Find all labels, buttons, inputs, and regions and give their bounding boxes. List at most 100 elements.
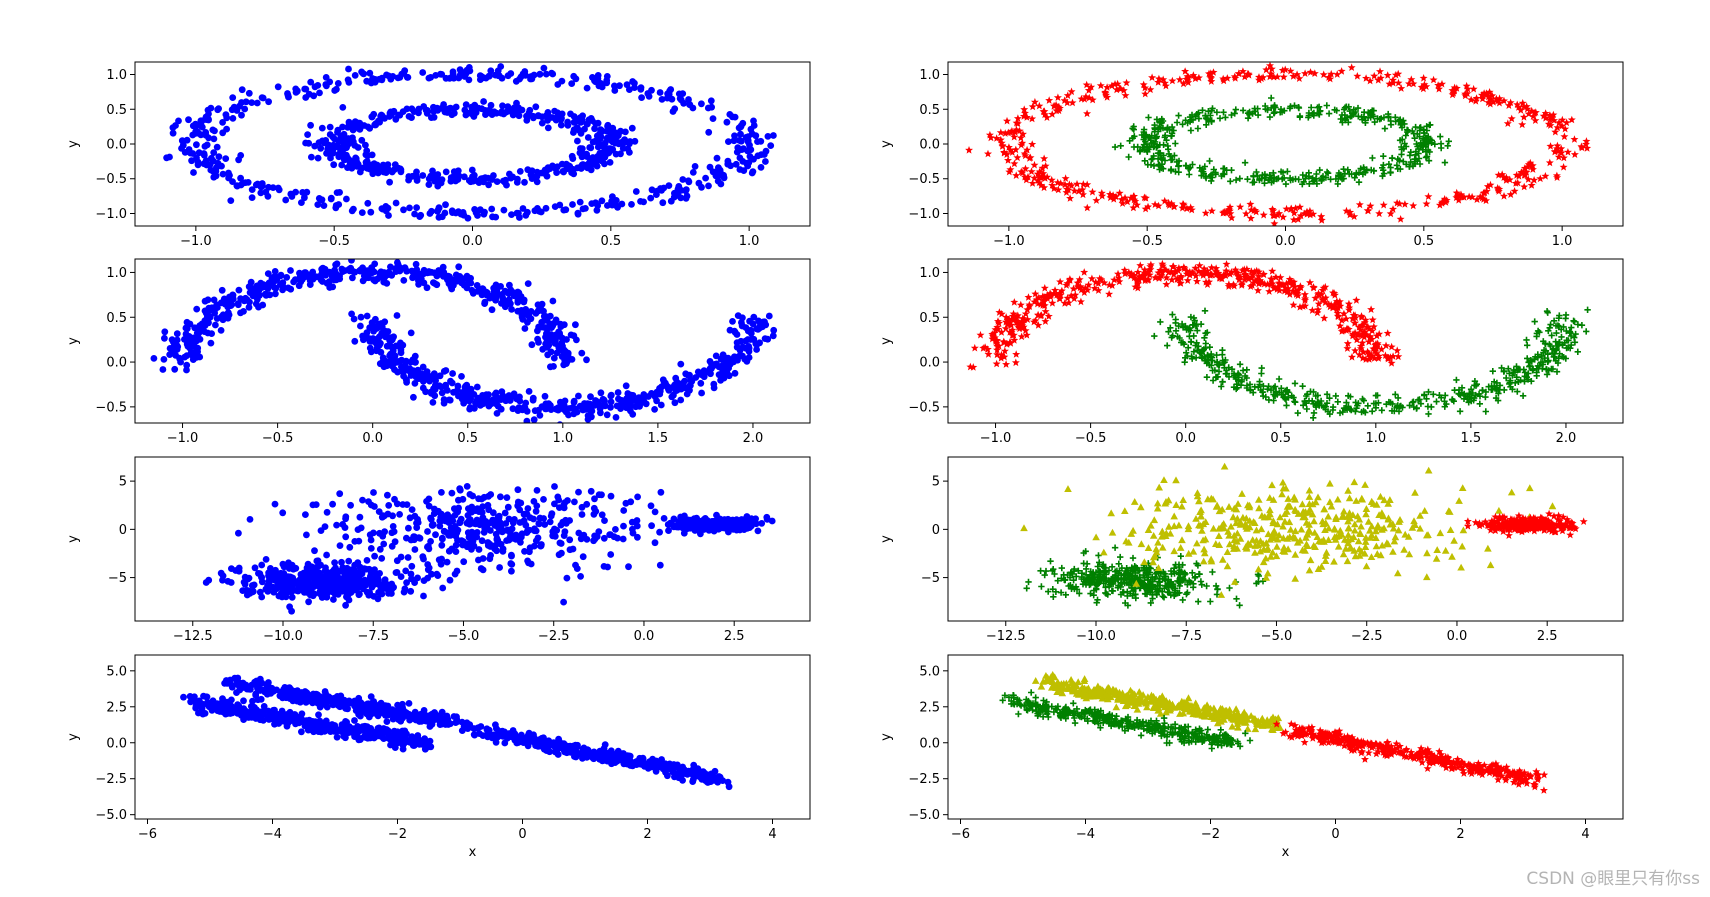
- data-point-all-a: [297, 575, 304, 583]
- data-point-cluster-outer: [1107, 81, 1116, 90]
- data-point-cluster-outer: [1061, 180, 1069, 189]
- data-point-cluster-upper: [1224, 282, 1233, 290]
- data-point-cluster-upper: [1355, 323, 1363, 331]
- data-point-cluster-outer: [1524, 109, 1533, 118]
- data-point-cluster-outer: [1500, 192, 1508, 200]
- data-point-cluster-outer: [1109, 191, 1118, 199]
- data-point-all-lower: [389, 352, 397, 360]
- data-point-all-lower: [430, 385, 437, 392]
- data-point-cluster-upper: [1108, 281, 1117, 289]
- data-point-all: [522, 72, 529, 79]
- data-point-cluster-inner: [1280, 174, 1288, 182]
- data-point-all-upper: [308, 270, 315, 278]
- data-point-all-b: [566, 536, 574, 544]
- data-point-cluster-lower: [1496, 386, 1503, 393]
- data-point-cluster-inner: [1154, 143, 1161, 150]
- data-point-cluster-upper: [1010, 336, 1019, 344]
- data-point-all-inner: [518, 106, 526, 114]
- data-point-all-lower: [615, 395, 622, 403]
- data-point-cluster-outer: [1500, 96, 1508, 105]
- data-point-cluster-outer: [1087, 82, 1096, 91]
- data-point-all: [735, 124, 743, 132]
- data-point-all: [737, 130, 744, 138]
- data-point-all: [715, 164, 722, 172]
- data-point-all-upper: [235, 286, 243, 294]
- data-point-cluster-outer: [1309, 210, 1318, 218]
- data-point-all-inner: [604, 121, 612, 129]
- data-point-cluster-outer: [1019, 130, 1027, 138]
- data-point-all-lower: [623, 395, 630, 403]
- data-point-cluster-outer: [1012, 171, 1021, 179]
- data-point-cluster-lower: [1326, 395, 1333, 402]
- y-axis-label: y: [879, 337, 894, 345]
- data-point-cluster-lower: [1425, 388, 1432, 396]
- data-point-cluster-lower: [1467, 386, 1475, 393]
- data-point-all-b: [530, 498, 538, 505]
- data-point-cluster-upper: [1358, 321, 1367, 329]
- data-point-all-lower: [411, 352, 419, 360]
- data-point-cluster-outer: [1438, 197, 1447, 206]
- data-point-all-upper: [412, 271, 420, 279]
- data-point-cluster-inner: [1410, 130, 1417, 137]
- data-point-all-inner: [569, 155, 577, 163]
- data-point-all: [446, 74, 454, 82]
- data-point-cluster-upper: [1301, 296, 1309, 304]
- data-point-cluster-outer: [1290, 208, 1299, 217]
- data-point-cluster-upper: [1275, 278, 1284, 287]
- data-point-all-b: [533, 487, 541, 494]
- data-point-all-a: [356, 590, 363, 598]
- data-point-cluster-upper: [1248, 270, 1257, 279]
- data-point-all-upper: [534, 307, 542, 315]
- data-point-cluster-inner: [1164, 125, 1171, 132]
- data-point-cluster-inner: [1316, 111, 1323, 118]
- data-point-cluster-inner: [1412, 123, 1419, 131]
- data-point-all: [226, 172, 233, 179]
- data-point-cluster-outer: [1265, 72, 1274, 81]
- data-point-cluster-upper: [1105, 280, 1114, 289]
- data-point-all-b: [557, 540, 565, 547]
- data-point-cluster-outer: [1141, 194, 1150, 202]
- data-point-all: [331, 87, 339, 94]
- data-point-cluster-lower: [1524, 342, 1531, 349]
- data-point-all: [616, 82, 623, 90]
- data-point-all: [593, 78, 600, 85]
- data-point-all-upper: [420, 270, 427, 278]
- data-point-all-b: [517, 533, 525, 541]
- data-point-cluster-upper: [1229, 280, 1238, 289]
- data-point-all-b: [458, 537, 465, 545]
- data-point-all-upper: [322, 271, 329, 279]
- data-point-cluster-upper: [1064, 298, 1073, 307]
- data-point-all-lower: [368, 338, 375, 345]
- data-point-cluster-inner: [1162, 132, 1169, 139]
- data-point-cluster-upper: [1370, 354, 1379, 362]
- data-point-all-inner: [564, 122, 572, 129]
- data-point-cluster-outer: [1463, 84, 1472, 93]
- data-point-all-b: [485, 492, 492, 500]
- data-point-cluster-inner: [1264, 106, 1271, 114]
- data-point-all: [187, 149, 194, 157]
- data-point-cluster-upper: [1327, 300, 1336, 309]
- data-point-cluster-inner: [1387, 164, 1394, 171]
- data-point-all-b: [610, 533, 618, 541]
- x-tick-label: 2.0: [1556, 431, 1577, 446]
- data-point-all: [568, 80, 576, 87]
- data-point-all: [702, 174, 709, 182]
- data-point-all-a: [224, 577, 232, 585]
- data-point-cluster-outer: [1457, 190, 1465, 199]
- data-point-cluster-outer: [1043, 113, 1051, 121]
- data-point-cluster-outer: [1530, 109, 1539, 117]
- data-point-all-inner: [584, 120, 591, 128]
- data-point-all-upper: [259, 283, 267, 291]
- data-point-cluster-inner: [1171, 152, 1178, 159]
- data-point-cluster-inner: [1379, 164, 1386, 171]
- data-point-all: [345, 65, 352, 73]
- data-point-all-lower: [419, 363, 427, 371]
- data-point-cluster-outer: [1327, 69, 1336, 78]
- data-point-cluster-upper: [1328, 303, 1337, 311]
- data-point-all-b: [656, 528, 663, 536]
- data-point-all-b: [451, 570, 459, 578]
- data-point-all-b: [512, 536, 520, 543]
- data-point-cluster-lower: [1539, 361, 1547, 368]
- points-moons-clustered: [966, 259, 1591, 421]
- x-tick-label: 2.0: [743, 431, 764, 446]
